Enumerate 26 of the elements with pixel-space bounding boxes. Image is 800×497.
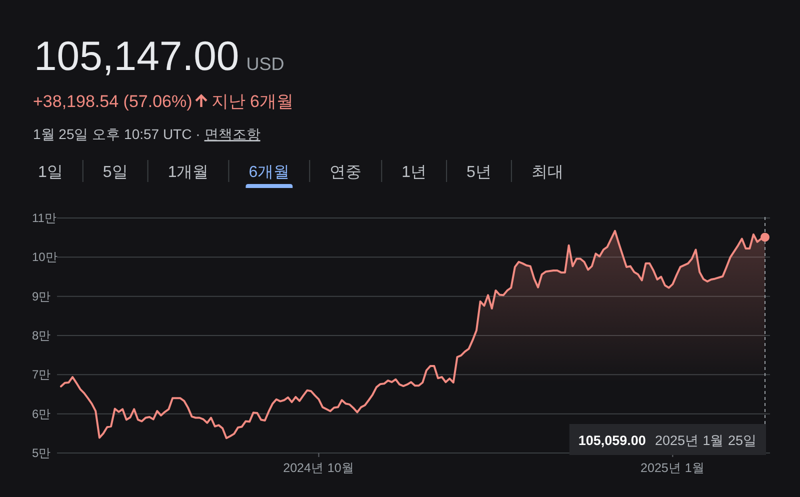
y-tick-label: 10만 <box>32 250 58 264</box>
text: 1월 25일 오후 10:57 UTC · <box>33 126 200 142</box>
y-tick-label: 8만 <box>32 328 51 342</box>
y-tick-label: 11만 <box>32 211 56 225</box>
text: 면책조항 <box>204 126 260 142</box>
x-tick-label: 2025년 1월 <box>640 461 705 475</box>
y-tick-label: 6만 <box>32 406 51 421</box>
category-label: 1일 <box>38 164 63 181</box>
y-tick-label: 9만 <box>32 289 51 304</box>
annotation: 2025년 1월 25일 <box>654 433 757 448</box>
category-label: 최대 <box>531 164 564 181</box>
category-label: 연중 <box>330 164 362 181</box>
category-label: 1개월 <box>168 164 209 181</box>
annotation: 105,059.00 <box>578 433 646 448</box>
category-label: 6개월 <box>248 164 290 181</box>
category-label: 5일 <box>102 164 128 181</box>
category-label: 5년 <box>466 164 492 181</box>
category-label: 1년 <box>402 164 427 181</box>
text: 105,147.00 <box>34 33 240 79</box>
text: USD <box>246 54 284 74</box>
y-tick-label: 5만 <box>32 446 51 460</box>
y-tick-label: 7만 <box>32 368 51 382</box>
x-tick-label: 2024년 10월 <box>283 461 354 475</box>
text: +38,198.54 (57.06%) <box>33 92 192 111</box>
text: 지난 6개월 <box>211 92 294 111</box>
tooltip: 105,059.00 2025년 1월 25일 <box>569 424 766 455</box>
